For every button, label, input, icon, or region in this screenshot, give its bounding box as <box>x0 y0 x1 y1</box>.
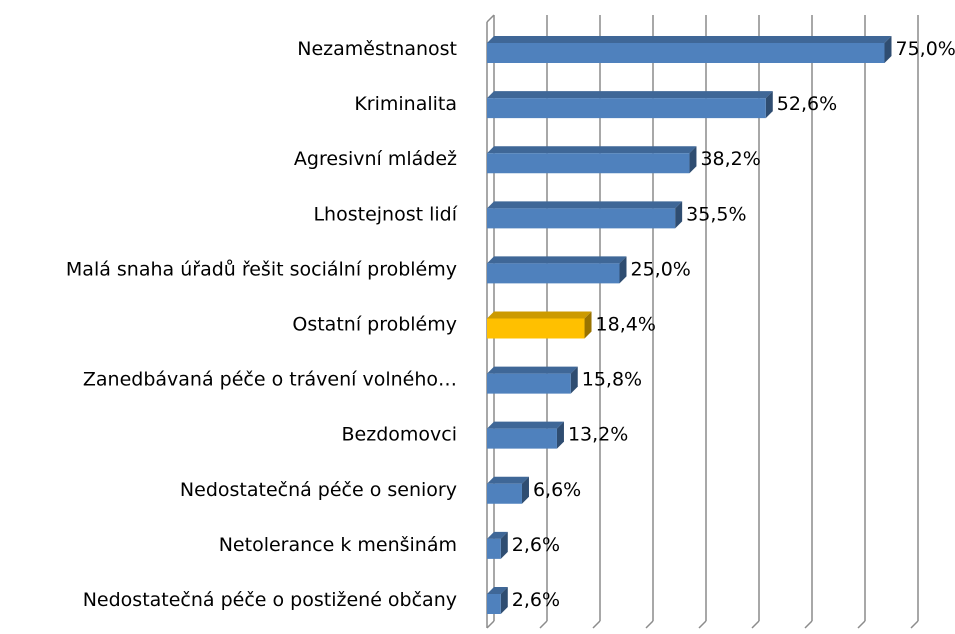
value-label: 75,0% <box>896 38 955 60</box>
y-tick-label: Malá snaha úřadů řešit sociální problémy <box>66 258 457 280</box>
value-label: 6,6% <box>533 479 581 501</box>
y-tick-label: Lhostejnost lidí <box>313 203 457 225</box>
value-label: 13,2% <box>568 424 628 446</box>
value-label: 2,6% <box>512 589 560 611</box>
y-tick-label: Ostatní problémy <box>292 314 457 336</box>
bar <box>487 91 773 118</box>
grid-floor <box>858 621 865 628</box>
bar-top <box>487 312 592 319</box>
value-label: 2,6% <box>512 534 560 556</box>
axis-top <box>487 15 494 22</box>
y-tick-label: Agresivní mládež <box>294 148 457 170</box>
y-tick-label: Nedostatečná péče o seniory <box>180 479 457 501</box>
bar-face <box>487 594 501 614</box>
bar <box>487 422 564 449</box>
value-label: 25,0% <box>631 258 691 280</box>
bar <box>487 201 682 228</box>
grid-floor <box>911 621 918 628</box>
bar-top <box>487 477 529 484</box>
grid-floor <box>540 621 547 628</box>
bar <box>487 367 578 394</box>
bar <box>487 256 627 283</box>
bar-top <box>487 201 682 208</box>
bar-top <box>487 256 627 263</box>
bar-top <box>487 367 578 374</box>
bar-face <box>487 484 522 504</box>
y-tick-label: Kriminalita <box>354 93 457 115</box>
bar <box>487 477 529 504</box>
bar-top <box>487 36 892 43</box>
y-tick-label: Netolerance k menšinám <box>219 534 457 556</box>
value-label: 38,2% <box>700 148 760 170</box>
bar-face <box>487 208 675 228</box>
grid-floor <box>699 621 706 628</box>
bar-face <box>487 429 557 449</box>
y-tick-label: Nezaměstnanost <box>297 38 457 60</box>
bar-top <box>487 91 773 98</box>
bar <box>487 587 508 614</box>
bar-face <box>487 539 501 559</box>
value-label: 52,6% <box>777 93 837 115</box>
bar-face <box>487 319 585 339</box>
y-tick-label: Zanedbávaná péče o trávení volného… <box>83 369 457 391</box>
grid-floor <box>646 621 653 628</box>
bar-face <box>487 374 571 394</box>
grid-floor <box>593 621 600 628</box>
bar-face <box>487 153 689 173</box>
bar-top <box>487 422 564 429</box>
bar-face <box>487 43 885 63</box>
value-label: 18,4% <box>596 314 656 336</box>
bar <box>487 532 508 559</box>
grid-floor <box>752 621 759 628</box>
bar-face <box>487 98 766 118</box>
y-tick-label: Bezdomovci <box>342 424 457 446</box>
grid-floor <box>487 621 494 628</box>
value-label: 15,8% <box>582 369 642 391</box>
bar <box>487 36 892 63</box>
y-tick-label: Nedostatečná péče o postižené občany <box>83 589 457 611</box>
value-label: 35,5% <box>686 203 746 225</box>
bar <box>487 312 592 339</box>
bar-face <box>487 263 620 283</box>
bar-top <box>487 146 696 153</box>
bar <box>487 146 696 173</box>
grid-floor <box>805 621 812 628</box>
